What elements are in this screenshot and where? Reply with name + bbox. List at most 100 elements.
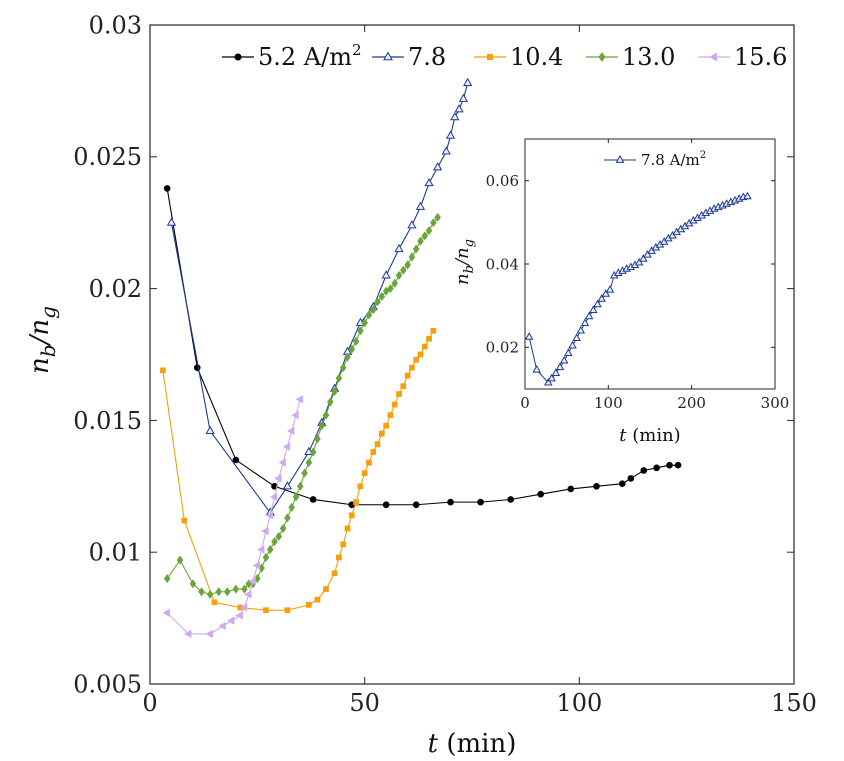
data-point [454,104,464,113]
x-tick-label: 300 [761,394,790,412]
legend-label: 13.0 [622,43,675,71]
legend-marker [383,51,393,61]
data-point [445,130,456,139]
data-point [269,492,278,502]
data-point [391,401,398,408]
data-point [193,364,201,372]
data-point [198,587,205,597]
data-point [559,355,569,364]
main-x-ticks: 0 50 100 150 [142,25,817,717]
main-y-ticks: 0.005 0.01 0.015 0.02 0.025 0.03 [73,11,794,698]
data-point [425,225,433,236]
data-point [295,395,304,404]
data-point [256,545,265,554]
data-point [348,344,356,354]
data-point [597,294,606,302]
data-point [262,552,270,563]
data-point [743,191,752,200]
data-point [183,629,192,639]
data-point [205,629,213,639]
data-point [605,285,615,293]
data-point [279,523,287,534]
data-point [458,93,469,102]
data-point [254,573,261,584]
y-tick-label: 0.01 [89,539,142,567]
data-point [348,512,355,519]
data-point [331,386,338,397]
data-point [555,362,565,371]
data-point [244,590,252,599]
data-point [593,482,600,490]
data-point [421,343,428,350]
data-point [275,531,283,542]
data-point [381,270,391,279]
data-point [580,318,590,326]
inset-x-ticks: 0 100 200 300 [520,139,789,412]
data-point [296,481,304,491]
data-point [226,616,235,625]
data-point [271,537,278,547]
data-point [544,377,553,386]
y-tick-label: 0.03 [89,11,142,39]
data-point [361,318,368,328]
data-point [567,485,575,493]
data-point [404,260,411,270]
data-point [223,587,231,597]
main-legend: 5.2 A/m2 7.8 10.4 13.0 15.6 [222,41,787,71]
data-point [301,468,308,478]
data-point [232,456,240,464]
data-point [639,254,648,262]
y-tick-label: 0.06 [486,172,519,190]
data-point [361,470,368,476]
data-point [653,464,660,472]
data-point [572,333,581,341]
data-point [239,603,248,612]
y-tick-label: 0.04 [486,255,519,273]
data-point [357,326,364,336]
data-point [601,289,611,297]
svg-text:nb/ng: nb/ng [25,306,60,374]
x-tick-label: 50 [349,689,380,717]
legend-marker [486,53,494,61]
data-point [352,336,360,346]
data-point [441,146,451,155]
inset-legend-marker [615,154,625,163]
x-tick-label: 0 [520,394,530,412]
data-point [387,412,394,418]
data-point [399,265,407,275]
data-point [640,467,648,474]
data-point [206,589,214,600]
data-point [189,579,197,589]
data-point [339,363,347,373]
data-point [282,442,291,451]
data-point [395,270,403,281]
data-point [507,496,514,503]
data-point [634,257,644,266]
data-point [421,231,429,241]
x-tick-label: 100 [556,689,602,717]
inset-legend: 7.8 A/m2 [604,150,706,169]
data-point [336,554,342,561]
data-point [366,459,372,466]
x-tick-label: 200 [677,394,706,412]
data-point [353,499,359,505]
data-point [374,297,381,307]
data-point [357,483,364,490]
inset-legend-label: 7.8 A/m2 [641,150,706,169]
data-point [589,305,598,314]
data-point [271,482,278,490]
data-point [284,513,291,523]
data-point [265,511,273,520]
legend-label: 10.4 [510,43,563,71]
data-point [618,480,626,487]
data-point [326,397,334,407]
data-point [263,607,269,614]
data-point [163,185,171,192]
data-point [235,611,243,620]
x-tick-label: 150 [771,689,817,717]
data-point [391,278,399,288]
data-point [331,570,338,577]
data-point [248,576,256,586]
data-point [288,502,296,513]
